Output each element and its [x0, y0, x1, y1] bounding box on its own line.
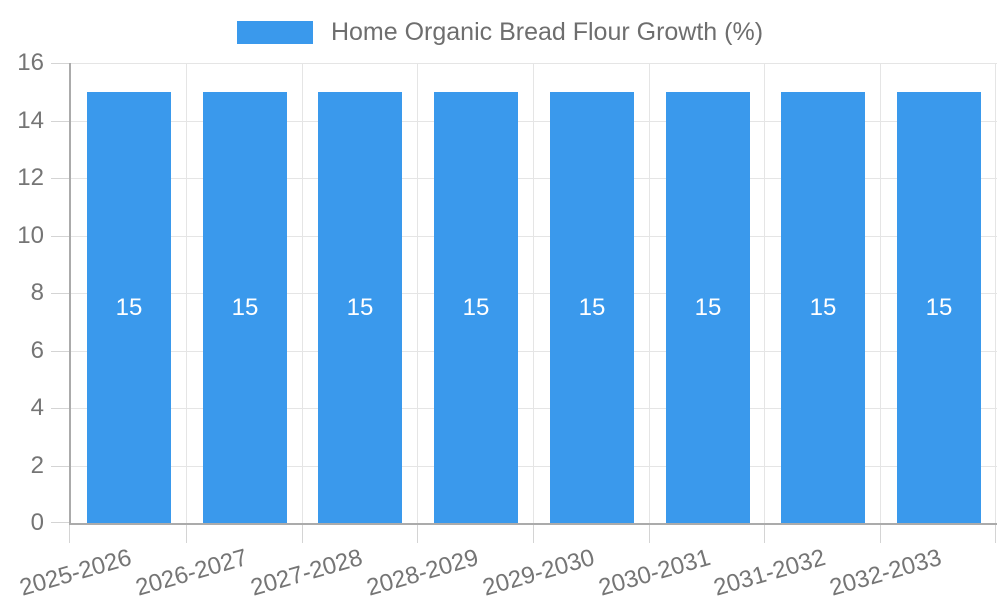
gridline [71, 466, 997, 467]
bar[interactable]: 15 [666, 92, 750, 523]
y-axis-label: 14 [17, 107, 44, 134]
bar-value-label: 15 [346, 293, 374, 321]
bar-value-label: 15 [231, 293, 259, 321]
bar[interactable]: 15 [203, 92, 287, 523]
gridline [186, 63, 187, 523]
gridline [533, 63, 534, 523]
gridline [880, 63, 881, 523]
gridline [71, 293, 997, 294]
tick-mark [51, 522, 69, 523]
tick-mark [649, 525, 650, 543]
tick-mark [51, 63, 69, 64]
y-axis: 16 14 12 10 8 6 4 2 0 [0, 50, 44, 536]
y-axis-label: 2 [30, 452, 44, 479]
gridline [71, 63, 997, 64]
y-axis-label: 16 [17, 49, 44, 76]
tick-mark [880, 525, 881, 543]
legend-label[interactable]: Home Organic Bread Flour Growth (%) [330, 18, 764, 46]
gridline [71, 178, 997, 179]
bar-value-label: 15 [694, 293, 722, 321]
tick-mark [995, 525, 996, 543]
gridline [995, 63, 996, 523]
y-axis-label: 6 [30, 337, 44, 364]
bar[interactable]: 15 [318, 92, 402, 523]
tick-mark [417, 525, 418, 543]
bar[interactable]: 15 [897, 92, 981, 523]
gridline [71, 351, 997, 352]
bar[interactable]: 15 [550, 92, 634, 523]
tick-mark [533, 525, 534, 543]
bar-value-label: 15 [462, 293, 490, 321]
y-axis-label: 4 [30, 394, 44, 421]
tick-mark [51, 351, 69, 352]
gridline [71, 121, 997, 122]
legend: Home Organic Bread Flour Growth (%) [0, 18, 1000, 46]
y-axis-label: 10 [17, 222, 44, 249]
bar[interactable]: 15 [434, 92, 518, 523]
gridline [417, 63, 418, 523]
tick-mark [69, 525, 70, 543]
bar-value-label: 15 [809, 293, 837, 321]
bar-value-label: 15 [578, 293, 606, 321]
gridline [649, 63, 650, 523]
tick-mark [51, 178, 69, 179]
y-axis-label: 12 [17, 164, 44, 191]
gridline [71, 408, 997, 409]
bar[interactable]: 15 [781, 92, 865, 523]
bar-value-label: 15 [925, 293, 953, 321]
bar[interactable]: 15 [87, 92, 171, 523]
tick-mark [764, 525, 765, 543]
y-axis-label: 8 [30, 279, 44, 306]
tick-mark [51, 293, 69, 294]
plot-area: 15 15 15 15 15 15 15 15 [51, 63, 997, 543]
tick-mark [51, 121, 69, 122]
gridline [302, 63, 303, 523]
tick-mark [51, 408, 69, 409]
gridline [71, 236, 997, 237]
tick-mark [51, 236, 69, 237]
tick-mark [51, 466, 69, 467]
y-axis-label: 0 [30, 509, 44, 536]
tick-mark [186, 525, 187, 543]
legend-swatch[interactable] [236, 20, 313, 44]
gridline [764, 63, 765, 523]
tick-mark [302, 525, 303, 543]
bar-value-label: 15 [115, 293, 143, 321]
